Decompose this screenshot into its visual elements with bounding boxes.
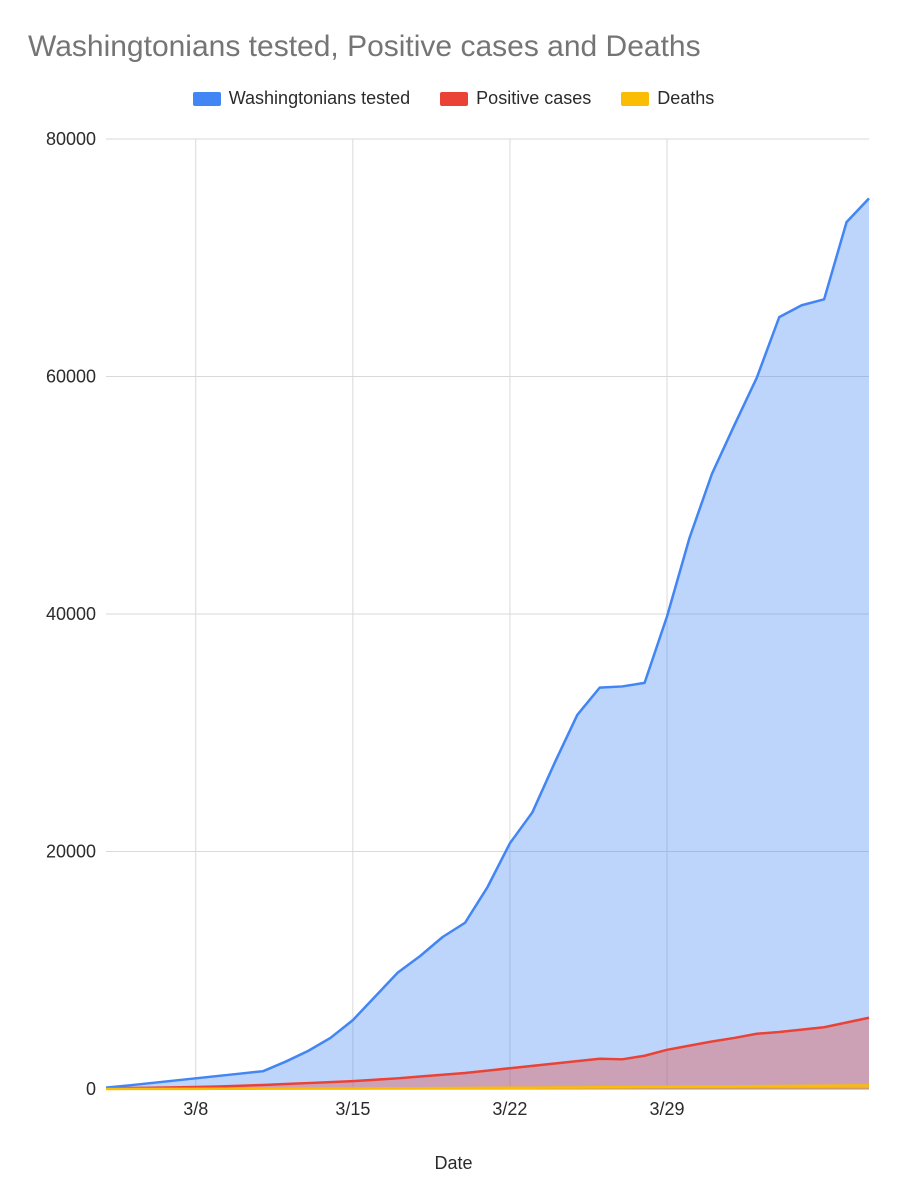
plot-area: 0 20000 40000 60000 80000 3/8 3/15 3/22 3/29 <box>28 129 879 1129</box>
legend-swatch-tested <box>193 92 221 106</box>
x-axis-title: Date <box>28 1153 879 1174</box>
y-tick-label: 20000 <box>46 842 96 862</box>
x-tick-label: 3/8 <box>183 1099 208 1119</box>
chart-container: Washingtonians tested, Positive cases an… <box>0 0 907 1200</box>
y-tick-label: 80000 <box>46 129 96 149</box>
x-tick-label: 3/22 <box>492 1099 527 1119</box>
x-tick-label: 3/15 <box>335 1099 370 1119</box>
y-tick-label: 0 <box>86 1079 96 1099</box>
legend-swatch-deaths <box>621 92 649 106</box>
legend-item-deaths: Deaths <box>621 88 714 109</box>
legend-label-positive: Positive cases <box>476 88 591 109</box>
legend-label-tested: Washingtonians tested <box>229 88 410 109</box>
chart-legend: Washingtonians tested Positive cases Dea… <box>28 88 879 109</box>
x-tick-label: 3/29 <box>650 1099 685 1119</box>
chart-svg: 0 20000 40000 60000 80000 3/8 3/15 3/22 3/29 <box>28 129 879 1129</box>
legend-swatch-positive <box>440 92 468 106</box>
series-area <box>106 198 869 1089</box>
legend-label-deaths: Deaths <box>657 88 714 109</box>
y-tick-label: 40000 <box>46 604 96 624</box>
legend-item-positive: Positive cases <box>440 88 591 109</box>
legend-item-tested: Washingtonians tested <box>193 88 410 109</box>
chart-title: Washingtonians tested, Positive cases an… <box>28 30 879 64</box>
y-tick-label: 60000 <box>46 367 96 387</box>
